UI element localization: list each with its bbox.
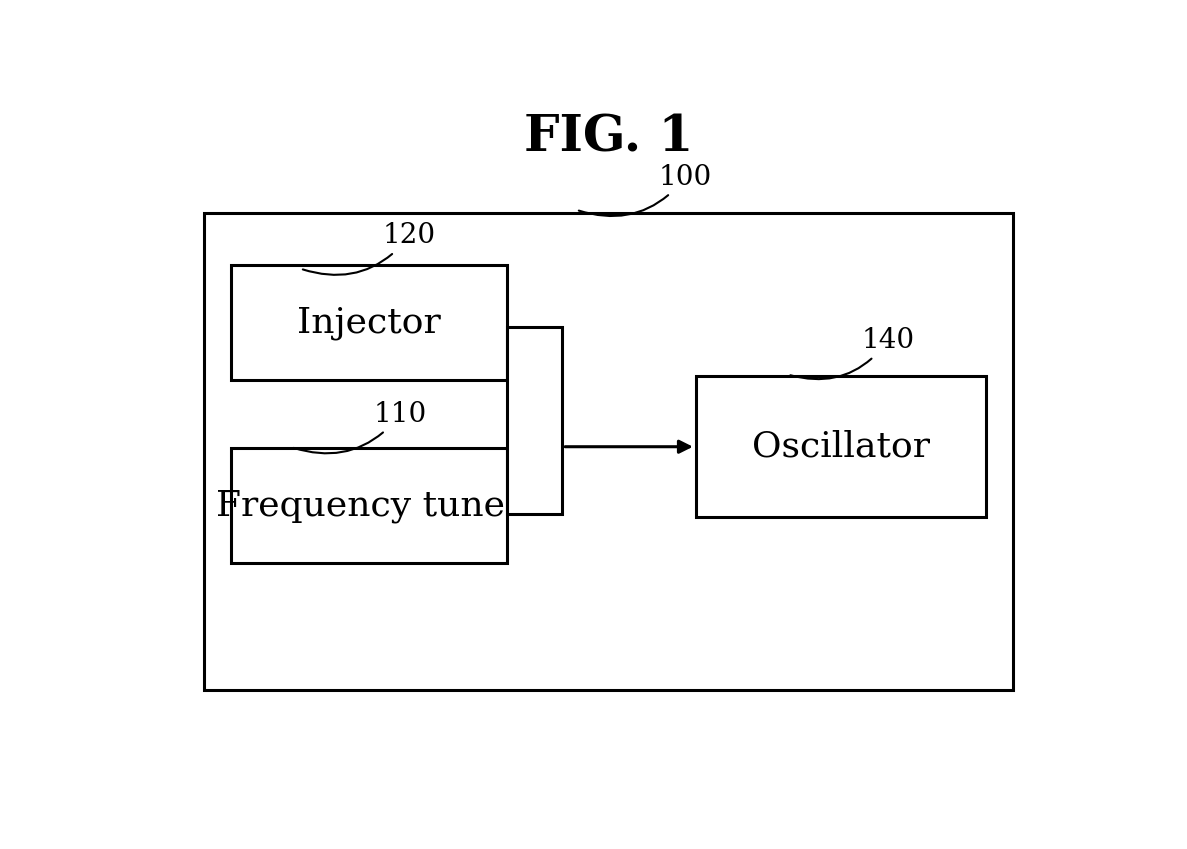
Text: Frequency tuner: Frequency tuner [216, 488, 522, 522]
Text: FIG. 1: FIG. 1 [523, 113, 693, 162]
Bar [231, 265, 507, 380]
Text: 100: 100 [579, 164, 712, 216]
Text: Oscillator: Oscillator [751, 430, 929, 464]
Bar [231, 448, 507, 563]
Text: 120: 120 [303, 222, 436, 275]
Bar [696, 376, 985, 517]
Bar [204, 213, 1013, 690]
Text: 110: 110 [293, 401, 427, 453]
Bar [507, 328, 563, 514]
Text: 140: 140 [791, 327, 914, 380]
Text: Injector: Injector [297, 306, 442, 340]
